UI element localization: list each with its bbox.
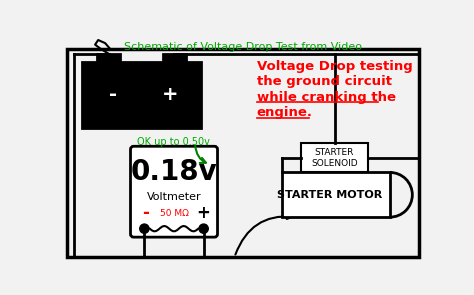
Bar xyxy=(301,143,368,173)
Bar xyxy=(282,173,390,217)
Text: while cranking the: while cranking the xyxy=(257,91,396,104)
Text: Voltmeter: Voltmeter xyxy=(146,192,201,202)
Bar xyxy=(163,54,186,65)
Circle shape xyxy=(140,224,149,233)
Text: Voltage Drop testing: Voltage Drop testing xyxy=(257,60,412,73)
Text: -: - xyxy=(143,204,149,222)
Text: +: + xyxy=(162,85,179,104)
Text: Schematic of Voltage Drop Test from Video: Schematic of Voltage Drop Test from Vide… xyxy=(124,42,362,52)
Text: STARTER MOTOR: STARTER MOTOR xyxy=(277,190,383,200)
Circle shape xyxy=(199,224,208,233)
Text: 0.18v: 0.18v xyxy=(131,158,218,186)
Bar xyxy=(97,54,120,65)
Bar xyxy=(82,62,201,128)
Text: STARTER
SOLENOID: STARTER SOLENOID xyxy=(311,148,358,168)
FancyArrowPatch shape xyxy=(195,146,206,163)
FancyArrowPatch shape xyxy=(236,214,292,255)
Text: the ground circuit: the ground circuit xyxy=(257,76,392,88)
Text: OK up to 0.50v: OK up to 0.50v xyxy=(137,137,210,147)
Text: 50 MΩ: 50 MΩ xyxy=(160,209,189,218)
FancyBboxPatch shape xyxy=(130,146,218,237)
Text: engine.: engine. xyxy=(257,106,313,119)
Text: -: - xyxy=(109,85,117,104)
Text: +: + xyxy=(197,204,210,222)
